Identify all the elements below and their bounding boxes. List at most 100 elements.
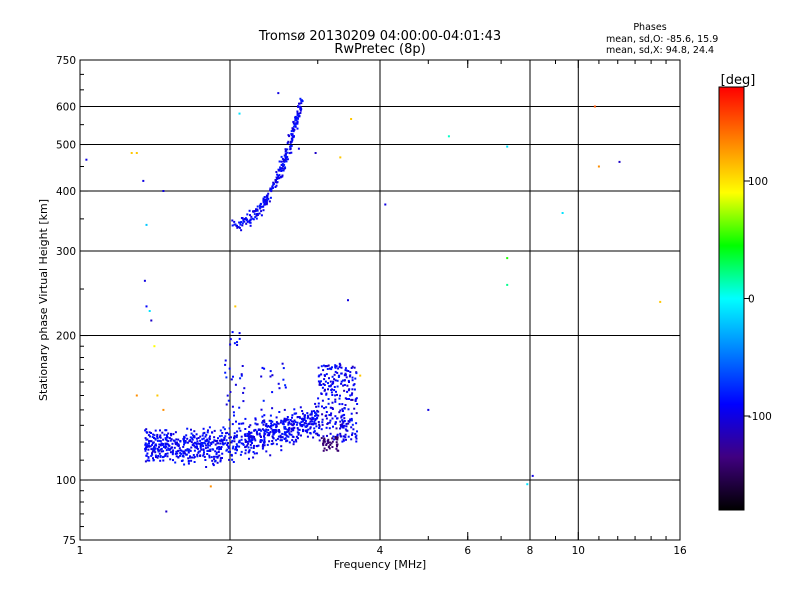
data-point bbox=[174, 431, 177, 434]
data-point bbox=[315, 412, 318, 415]
data-point bbox=[335, 427, 338, 430]
data-point bbox=[314, 402, 317, 405]
data-point bbox=[593, 105, 596, 108]
data-point bbox=[334, 421, 337, 424]
data-point bbox=[263, 433, 266, 435]
data-point bbox=[169, 439, 172, 442]
data-point bbox=[267, 425, 270, 427]
data-point bbox=[204, 435, 207, 438]
data-point bbox=[295, 122, 298, 125]
data-point bbox=[261, 421, 264, 424]
data-point bbox=[226, 444, 229, 446]
data-point bbox=[219, 439, 221, 442]
data-point bbox=[326, 365, 329, 368]
data-point bbox=[283, 419, 286, 422]
data-point bbox=[343, 413, 346, 416]
data-point bbox=[325, 426, 328, 429]
data-point bbox=[154, 454, 157, 457]
data-point bbox=[224, 442, 227, 445]
data-point bbox=[145, 223, 148, 226]
data-point bbox=[297, 147, 300, 150]
data-point bbox=[324, 380, 327, 383]
data-point bbox=[262, 197, 265, 200]
data-point bbox=[309, 426, 312, 429]
data-point bbox=[264, 203, 267, 206]
data-point bbox=[234, 452, 237, 455]
x-tick-label: 1 bbox=[77, 545, 84, 557]
data-point bbox=[246, 432, 249, 435]
data-point bbox=[183, 463, 186, 466]
data-point bbox=[225, 432, 227, 435]
data-point bbox=[302, 423, 305, 426]
data-point bbox=[197, 450, 200, 453]
data-point bbox=[178, 447, 181, 450]
data-point bbox=[248, 430, 250, 433]
data-point bbox=[192, 454, 195, 456]
data-point bbox=[351, 379, 354, 382]
data-point bbox=[275, 184, 278, 187]
data-point bbox=[325, 411, 328, 413]
data-point bbox=[286, 142, 289, 145]
data-point bbox=[264, 198, 267, 201]
data-point bbox=[144, 447, 147, 450]
data-point bbox=[305, 422, 308, 425]
data-point bbox=[183, 437, 186, 440]
data-point bbox=[260, 439, 263, 442]
data-point bbox=[349, 374, 352, 377]
data-point bbox=[275, 171, 278, 173]
data-point bbox=[216, 461, 219, 464]
data-point bbox=[288, 152, 291, 155]
data-point bbox=[225, 376, 228, 379]
y-tick-label: 200 bbox=[56, 331, 76, 343]
data-point bbox=[244, 428, 247, 430]
data-point bbox=[164, 438, 167, 441]
data-point bbox=[343, 384, 346, 386]
data-point bbox=[329, 380, 332, 383]
data-point bbox=[231, 405, 234, 408]
data-point bbox=[323, 447, 326, 450]
data-point bbox=[351, 423, 354, 426]
data-point bbox=[274, 430, 277, 433]
data-point bbox=[159, 444, 162, 447]
data-point bbox=[179, 454, 181, 457]
data-point bbox=[161, 431, 164, 434]
data-point bbox=[149, 445, 152, 448]
data-point bbox=[167, 440, 170, 443]
data-point bbox=[300, 434, 302, 437]
data-point bbox=[343, 435, 346, 438]
data-point bbox=[217, 437, 219, 440]
data-point bbox=[313, 420, 316, 423]
data-point bbox=[226, 394, 229, 397]
data-point bbox=[263, 444, 266, 447]
data-point bbox=[238, 112, 241, 115]
data-point bbox=[146, 431, 148, 434]
data-point bbox=[287, 418, 290, 421]
data-point bbox=[280, 436, 283, 439]
data-point bbox=[248, 440, 251, 443]
data-point bbox=[175, 450, 178, 453]
data-point bbox=[339, 423, 342, 426]
data-point bbox=[229, 450, 231, 453]
data-point bbox=[344, 397, 347, 400]
data-point bbox=[216, 447, 218, 450]
data-point bbox=[147, 448, 150, 451]
data-point bbox=[350, 419, 353, 422]
data-point bbox=[218, 446, 221, 448]
data-point bbox=[291, 420, 293, 423]
data-point bbox=[250, 431, 253, 434]
data-point bbox=[250, 446, 253, 449]
data-point bbox=[294, 119, 297, 121]
data-point bbox=[275, 425, 278, 428]
data-point bbox=[182, 450, 185, 453]
data-point bbox=[338, 411, 341, 414]
data-point bbox=[272, 181, 275, 184]
data-point bbox=[242, 422, 245, 425]
data-point bbox=[328, 377, 330, 380]
data-point bbox=[227, 445, 230, 448]
data-point bbox=[331, 440, 334, 443]
data-point bbox=[158, 446, 160, 449]
data-point bbox=[313, 410, 315, 413]
data-point bbox=[282, 367, 285, 370]
data-point bbox=[175, 438, 178, 441]
data-point bbox=[236, 434, 238, 437]
